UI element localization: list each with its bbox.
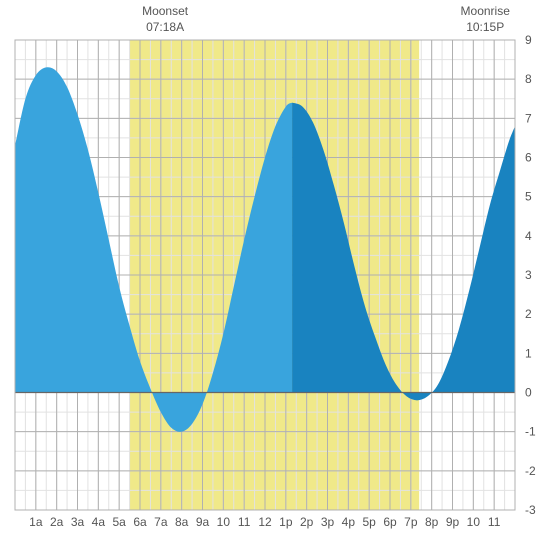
svg-text:4: 4: [525, 229, 532, 243]
chart-svg: 1a2a3a4a5a6a7a8a9a1011121p2p3p4p5p6p7p8p…: [0, 0, 550, 550]
svg-text:5a: 5a: [112, 515, 126, 529]
svg-text:5: 5: [525, 190, 532, 204]
svg-text:10: 10: [217, 515, 231, 529]
svg-text:4a: 4a: [92, 515, 106, 529]
svg-text:1: 1: [525, 346, 532, 360]
svg-text:6p: 6p: [383, 515, 397, 529]
svg-text:9: 9: [525, 33, 532, 47]
svg-text:8p: 8p: [425, 515, 439, 529]
moonset-time: 07:18A: [142, 20, 188, 36]
svg-text:3: 3: [525, 268, 532, 282]
svg-text:8a: 8a: [175, 515, 189, 529]
svg-text:4p: 4p: [342, 515, 356, 529]
svg-text:2a: 2a: [50, 515, 64, 529]
svg-text:3a: 3a: [71, 515, 85, 529]
svg-text:2p: 2p: [300, 515, 314, 529]
svg-text:10: 10: [467, 515, 481, 529]
svg-text:7p: 7p: [404, 515, 418, 529]
svg-text:-3: -3: [525, 503, 536, 517]
svg-text:2: 2: [525, 307, 532, 321]
svg-text:7a: 7a: [154, 515, 168, 529]
svg-text:9p: 9p: [446, 515, 460, 529]
moonset-label: Moonset: [142, 4, 188, 20]
svg-text:0: 0: [525, 386, 532, 400]
svg-text:9a: 9a: [196, 515, 210, 529]
annotation-moonset: Moonset 07:18A: [142, 4, 188, 35]
moonrise-time: 10:15P: [461, 20, 510, 36]
svg-text:3p: 3p: [321, 515, 335, 529]
svg-text:7: 7: [525, 111, 532, 125]
svg-text:1p: 1p: [279, 515, 293, 529]
annotation-moonrise: Moonrise 10:15P: [461, 4, 510, 35]
svg-text:6a: 6a: [133, 515, 147, 529]
tide-chart: 1a2a3a4a5a6a7a8a9a1011121p2p3p4p5p6p7p8p…: [0, 0, 550, 550]
svg-text:-1: -1: [525, 425, 536, 439]
svg-text:-2: -2: [525, 464, 536, 478]
svg-text:1a: 1a: [29, 515, 43, 529]
svg-text:5p: 5p: [362, 515, 376, 529]
svg-text:12: 12: [258, 515, 272, 529]
svg-text:11: 11: [488, 515, 501, 529]
svg-text:6: 6: [525, 151, 532, 165]
svg-text:11: 11: [238, 515, 251, 529]
moonrise-label: Moonrise: [461, 4, 510, 20]
svg-text:8: 8: [525, 72, 532, 86]
